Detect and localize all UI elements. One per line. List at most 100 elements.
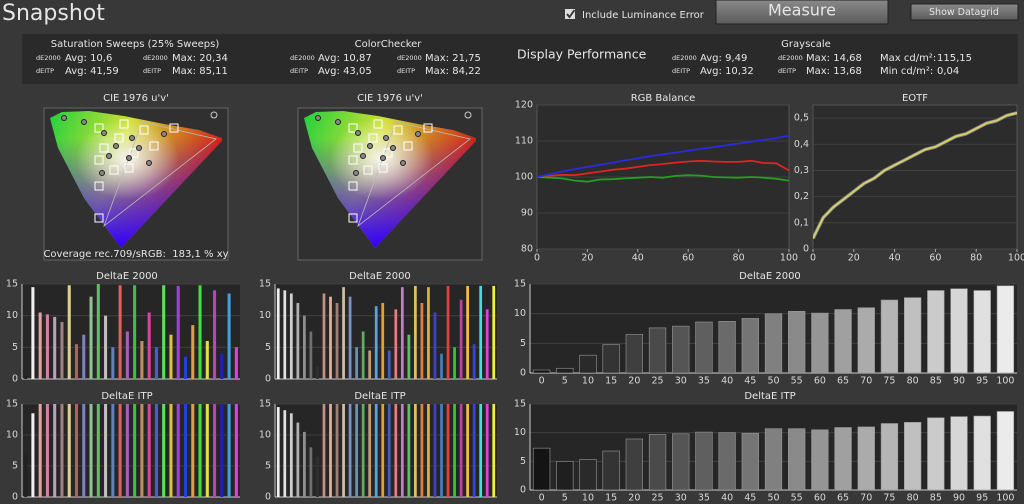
- metric-value: Max: 85,11: [172, 66, 228, 77]
- measure-label[interactable]: Measure: [768, 1, 836, 20]
- x-tick-label: 40: [721, 376, 733, 387]
- bar: [316, 456, 319, 497]
- bar: [133, 285, 137, 379]
- line: [537, 174, 789, 183]
- bar: [104, 404, 108, 497]
- bar: [466, 285, 469, 379]
- bar: [446, 285, 450, 379]
- metric-value: Max: 20,34: [172, 53, 228, 64]
- target-square: [119, 119, 129, 129]
- bar: [276, 407, 280, 497]
- y-tick-label: 5: [12, 461, 18, 472]
- bar: [82, 334, 86, 379]
- measured-point: [390, 145, 396, 151]
- metric-value: 115,15: [937, 53, 972, 64]
- bar: [857, 307, 875, 373]
- x-tick-label: 100: [1008, 253, 1024, 264]
- bar: [355, 404, 358, 497]
- bar: [283, 290, 287, 379]
- bar: [89, 404, 93, 497]
- x-tick-label: 25: [652, 376, 664, 387]
- y-tick-label: 110: [515, 136, 533, 147]
- x-tick-label: 15: [605, 376, 617, 387]
- bar: [154, 347, 158, 379]
- checkbox-label[interactable]: Include Luminance Error: [582, 10, 705, 21]
- bar: [322, 404, 326, 497]
- stats-title: Grayscale: [781, 39, 831, 50]
- measured-point: [161, 131, 167, 137]
- datagrid-label[interactable]: Show Datagrid: [929, 7, 999, 18]
- bar: [303, 315, 306, 379]
- bar: [234, 404, 238, 497]
- bar: [834, 427, 852, 490]
- bar: [532, 447, 551, 490]
- bar: [283, 410, 287, 497]
- x-tick-label: 100: [996, 493, 1014, 504]
- y-tick-label: 120: [515, 100, 533, 111]
- bar: [466, 404, 469, 497]
- x-tick-label: 95: [976, 376, 988, 387]
- x-tick-label: 10: [582, 376, 594, 387]
- metric-label: dEITP: [290, 67, 308, 75]
- plot-area: [22, 404, 240, 497]
- bar: [176, 285, 180, 379]
- bar: [276, 288, 280, 379]
- bar: [950, 288, 968, 373]
- measure-button[interactable]: [715, 0, 889, 25]
- metric-value: Max cd/m²:: [880, 53, 936, 64]
- measured-point: [99, 170, 105, 176]
- bar: [133, 404, 137, 497]
- target-square: [403, 141, 413, 151]
- bar: [60, 404, 64, 497]
- target-square: [94, 123, 104, 133]
- bar: [579, 459, 597, 490]
- bar: [213, 404, 217, 497]
- bar: [74, 404, 79, 497]
- bar: [381, 303, 385, 379]
- bar: [387, 404, 391, 497]
- y-tick-label: 15: [259, 399, 271, 410]
- bar: [140, 341, 144, 379]
- x-tick-label: 10: [582, 493, 594, 504]
- target-square: [169, 123, 179, 133]
- metric-label: dE2000: [672, 54, 697, 62]
- zoom-icon: [210, 111, 218, 119]
- bar: [492, 404, 496, 497]
- bar: [176, 404, 180, 497]
- bar: [459, 404, 463, 497]
- y-tick-label: 0: [12, 374, 18, 385]
- bar: [492, 285, 496, 379]
- bar: [672, 433, 690, 490]
- bar: [205, 404, 209, 497]
- x-tick-label: 45: [744, 493, 756, 504]
- bar: [335, 404, 339, 497]
- measured-point: [353, 170, 359, 176]
- target-square: [368, 133, 378, 143]
- bar: [453, 404, 456, 497]
- bar: [140, 404, 144, 497]
- bar: [329, 404, 332, 497]
- bar: [602, 344, 620, 373]
- bar: [169, 334, 173, 379]
- metric-label: dEITP: [672, 67, 690, 75]
- bar: [67, 404, 71, 497]
- target-square: [129, 148, 139, 158]
- datagrid-button[interactable]: [910, 3, 1019, 21]
- bar: [903, 422, 922, 490]
- bar: [53, 404, 57, 497]
- bar: [602, 450, 620, 490]
- chart-title: DeltaE ITP: [354, 391, 405, 402]
- x-tick-label: 25: [652, 493, 664, 504]
- bar: [125, 331, 129, 379]
- measured-point: [315, 115, 321, 121]
- chart-title: DeltaE 2000: [739, 271, 801, 282]
- checkbox[interactable]: [565, 9, 575, 19]
- bar: [205, 341, 209, 379]
- y-tick-label: 100: [515, 172, 533, 183]
- bar: [950, 416, 968, 490]
- x-tick-label: 90: [953, 376, 965, 387]
- line: [537, 159, 789, 178]
- bar: [348, 296, 352, 379]
- metric-label: dE2000: [290, 54, 315, 62]
- bar: [811, 312, 829, 373]
